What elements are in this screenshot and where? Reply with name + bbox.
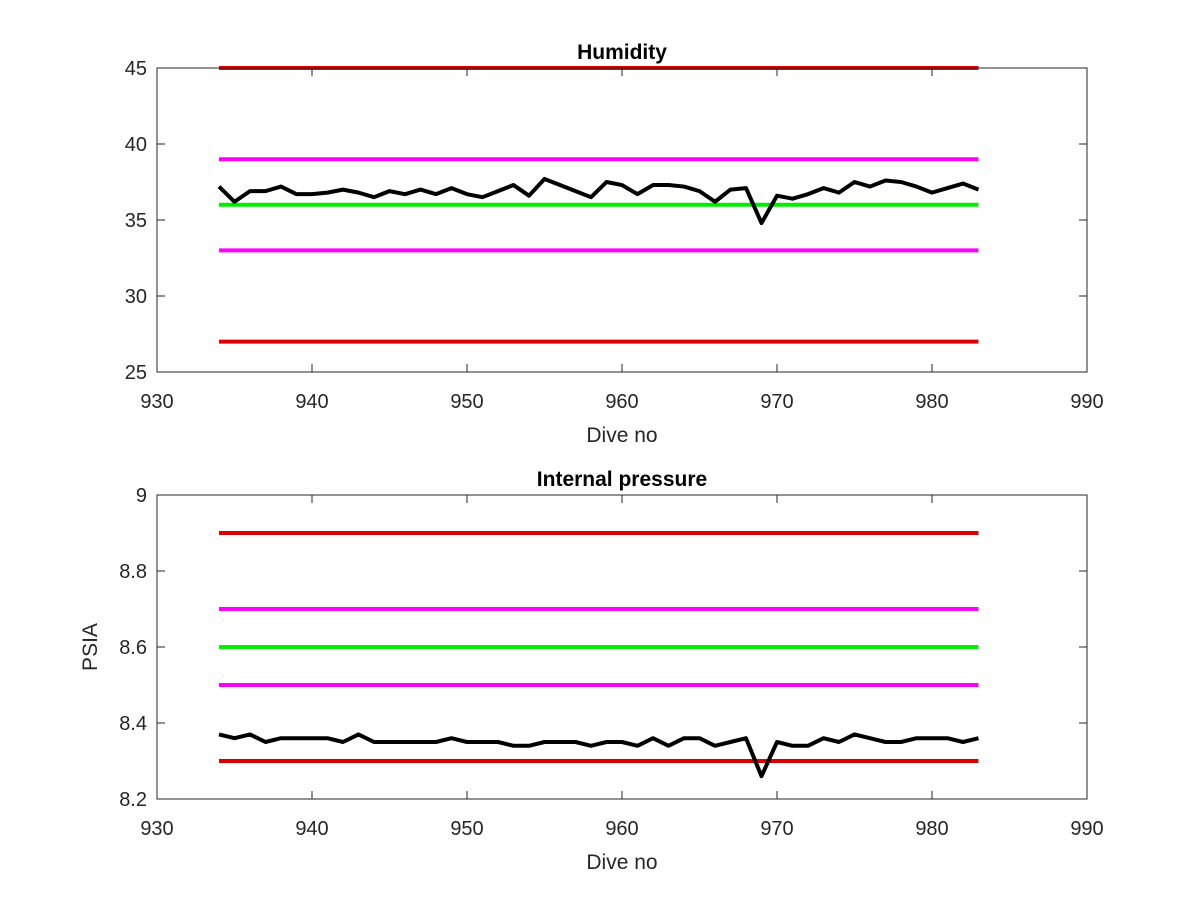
y-tick-label: 9 [136,485,147,507]
x-tick-label: 930 [140,391,173,413]
y-tick-label: 40 [125,134,147,156]
humidity-axes: 930 940 950 960 970 980 990 25 30 35 40 45 Humidity D… [125,41,1104,447]
y-tick-label: 35 [125,210,147,232]
x-tick-label: 970 [760,818,793,840]
internal-pressure-axes: 930 940 950 960 970 980 990 8.2 8.4 8.6 8.8 9 Intern… [79,468,1104,874]
axes-box [156,67,1088,373]
x-tick-label: 950 [450,818,483,840]
y-tick-label: 45 [125,58,147,80]
y-tick-label: 25 [125,362,147,384]
x-tick-label: 940 [295,818,328,840]
y-tick-label: 8.2 [119,789,147,811]
y-tick-label: 8.8 [119,561,147,583]
y-tick-label: 8.4 [119,713,147,735]
chart-title: Internal pressure [537,468,707,491]
x-tick-label: 950 [450,391,483,413]
x-tick-label: 960 [605,818,638,840]
x-tick-label: 970 [760,391,793,413]
x-tick-label: 990 [1070,391,1103,413]
x-tick-label: 980 [915,818,948,840]
chart-title: Humidity [577,41,667,64]
x-tick-label: 990 [1070,818,1103,840]
x-axis-label: Dive no [586,424,657,447]
x-axis-label: Dive no [586,851,657,874]
x-tick-label: 940 [295,391,328,413]
x-tick-label: 960 [605,391,638,413]
y-tick-label: 8.6 [119,637,147,659]
x-tick-label: 930 [140,818,173,840]
x-tick-label: 980 [915,391,948,413]
y-tick-label: 30 [125,286,147,308]
series-line [217,176,980,226]
y-axis-label: PSIA [79,623,102,671]
series-line [218,732,979,779]
